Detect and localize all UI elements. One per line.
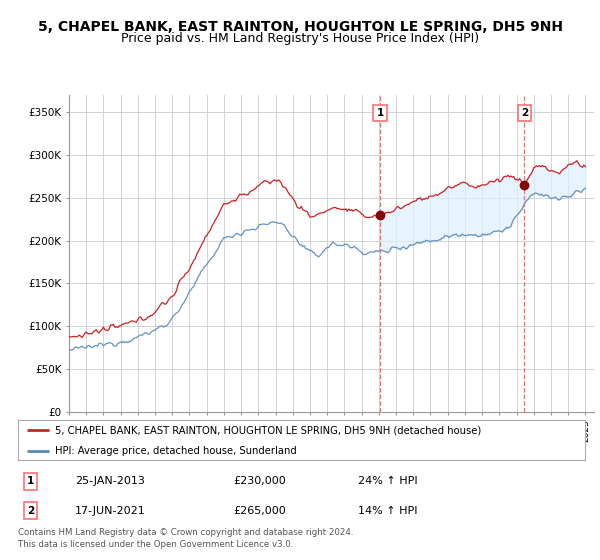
Text: 1: 1	[27, 476, 34, 486]
Text: 14% ↑ HPI: 14% ↑ HPI	[358, 506, 418, 516]
Text: 1: 1	[376, 108, 383, 118]
Text: 5, CHAPEL BANK, EAST RAINTON, HOUGHTON LE SPRING, DH5 9NH (detached house): 5, CHAPEL BANK, EAST RAINTON, HOUGHTON L…	[55, 426, 481, 436]
Text: £230,000: £230,000	[233, 476, 286, 486]
Text: This data is licensed under the Open Government Licence v3.0.: This data is licensed under the Open Gov…	[18, 540, 293, 549]
Text: 25-JAN-2013: 25-JAN-2013	[75, 476, 145, 486]
Text: 5, CHAPEL BANK, EAST RAINTON, HOUGHTON LE SPRING, DH5 9NH: 5, CHAPEL BANK, EAST RAINTON, HOUGHTON L…	[37, 20, 563, 34]
Text: £265,000: £265,000	[233, 506, 286, 516]
Text: 24% ↑ HPI: 24% ↑ HPI	[358, 476, 418, 486]
Text: 2: 2	[521, 108, 528, 118]
Text: 2: 2	[27, 506, 34, 516]
Text: 17-JUN-2021: 17-JUN-2021	[75, 506, 145, 516]
Text: Price paid vs. HM Land Registry's House Price Index (HPI): Price paid vs. HM Land Registry's House …	[121, 32, 479, 45]
Text: HPI: Average price, detached house, Sunderland: HPI: Average price, detached house, Sund…	[55, 446, 296, 456]
Text: Contains HM Land Registry data © Crown copyright and database right 2024.: Contains HM Land Registry data © Crown c…	[18, 528, 353, 536]
